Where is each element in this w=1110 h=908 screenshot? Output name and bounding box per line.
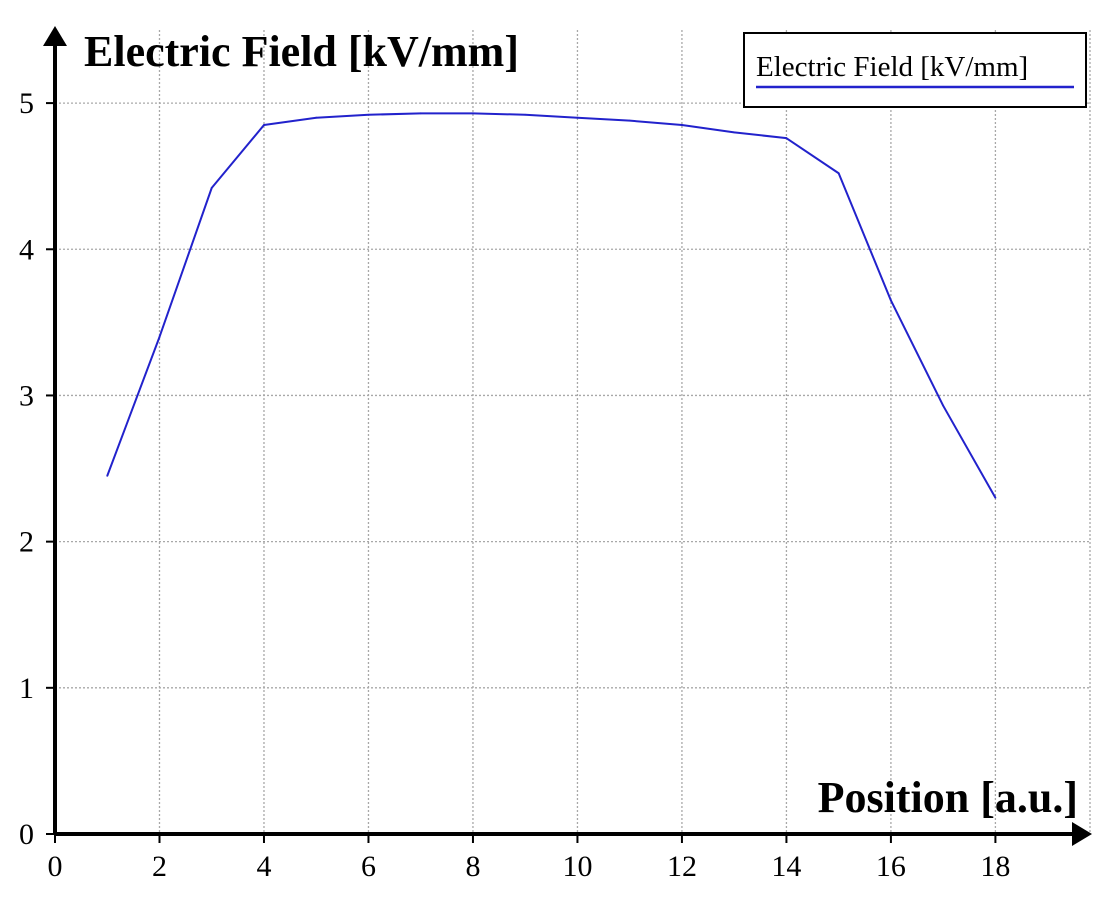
- y-tick-label: 2: [19, 526, 34, 559]
- data-point: [419, 112, 422, 115]
- series-line-0: [106, 112, 997, 499]
- x-tick-label: 8: [465, 850, 480, 883]
- x-tick-label: 4: [256, 850, 271, 883]
- series: [106, 112, 997, 499]
- data-point: [837, 172, 840, 175]
- grid: [55, 30, 1091, 834]
- data-point: [994, 496, 997, 499]
- y-tick-label: 5: [19, 87, 34, 120]
- data-point: [106, 474, 109, 477]
- ticks: [46, 102, 997, 843]
- data-point: [210, 186, 213, 189]
- data-point: [785, 137, 788, 140]
- data-point: [524, 113, 527, 116]
- data-point: [733, 131, 736, 134]
- y-tick-label: 3: [19, 379, 34, 412]
- y-tick-label: 0: [19, 818, 34, 851]
- x-tick-label: 16: [876, 850, 906, 883]
- data-point: [628, 119, 631, 122]
- y-axis-title: Electric Field [kV/mm]: [84, 27, 519, 76]
- x-tick-label: 18: [980, 850, 1010, 883]
- legend-label: Electric Field [kV/mm]: [756, 51, 1028, 83]
- x-tick-label: 2: [152, 850, 167, 883]
- x-tick-label: 10: [562, 850, 592, 883]
- data-point: [472, 112, 474, 115]
- x-axis-arrow: [1072, 822, 1092, 846]
- axes: [43, 26, 1092, 846]
- data-point: [158, 336, 161, 338]
- x-tick-label: 12: [667, 850, 697, 883]
- legend: Electric Field [kV/mm]: [743, 32, 1087, 108]
- x-axis-title: Position [a.u.]: [818, 773, 1078, 822]
- data-point: [890, 299, 892, 302]
- data-point: [681, 124, 683, 126]
- x-tick-label: 14: [771, 850, 801, 883]
- y-axis-arrow: [43, 26, 67, 46]
- data-point: [263, 124, 265, 126]
- x-tick-label: 0: [48, 850, 63, 883]
- data-point: [367, 113, 370, 116]
- legend-box: [743, 32, 1087, 108]
- data-point: [942, 404, 945, 407]
- data-point: [576, 116, 579, 119]
- x-tick-label: 6: [361, 850, 376, 883]
- y-tick-label: 4: [19, 233, 34, 266]
- y-tick-label: 1: [19, 672, 34, 705]
- data-point: [315, 116, 318, 119]
